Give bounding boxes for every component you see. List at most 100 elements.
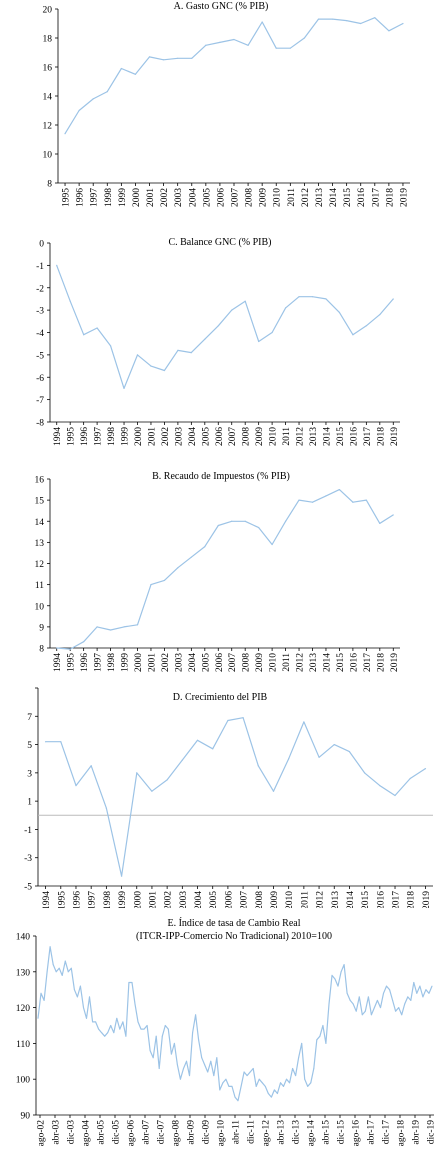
chart-d-x-tick-label: 2007 (240, 891, 250, 908)
chart-e-data-point (431, 985, 433, 987)
chart-d-x-tick-label: 2000 (133, 891, 143, 908)
chart-a-data-point (388, 30, 390, 32)
chart-e-data-point (134, 1003, 136, 1005)
chart-b-data-point (56, 647, 58, 649)
chart-e-data-point (182, 1067, 184, 1069)
chart-e-data-point (246, 1075, 248, 1077)
chart-e-data-point (228, 1085, 230, 1087)
chart-a-x-tick-label: 2006 (216, 188, 226, 207)
chart-d-data-point (409, 777, 411, 780)
chart-c-x-tick-label: 2002 (161, 427, 171, 446)
chart-b-data-point (338, 488, 341, 491)
chart-b-plot: 8 9 10 11 12 13 14 15 16 1994 1995 1996 1997 1998 1999… (35, 476, 400, 672)
chart-a-x-tick-label: 2002 (160, 188, 170, 207)
chart-c-data-point (325, 298, 327, 300)
chart-b-data-point (136, 624, 139, 626)
chart-e-x-tick-label: ago-02 (37, 1120, 47, 1147)
chart-b-x-tick-label: 2007 (228, 653, 238, 672)
chart-b-x-tick-label: 2010 (269, 653, 279, 672)
chart-c-data-point (352, 334, 354, 336)
chart-d-x-tick-label: 1998 (103, 891, 113, 908)
chart-a-data-point (289, 47, 291, 49)
chart-d-x-tick-label: 2001 (148, 891, 158, 908)
chart-e-x-tick-label: ago-18 (397, 1120, 407, 1147)
chart-e-x-tick-label: abr-07 (142, 1120, 152, 1145)
chart-a-title: A. Gasto GNC (% PIB) (174, 1, 269, 12)
chart-e-data-point (92, 1021, 94, 1023)
chart-c-y-tick-label: -7 (36, 396, 44, 406)
chart-a-data-point (303, 37, 305, 39)
chart-a-y-tick-label: 8 (47, 180, 52, 190)
chart-a-data-point (78, 109, 80, 112)
chart-d-data-point (424, 768, 427, 770)
chart-b-data-point (109, 629, 112, 631)
chart-e-y-tick-label: 100 (16, 1076, 31, 1086)
chart-e-data-point (237, 1100, 239, 1102)
chart-e-data-point (37, 1017, 39, 1019)
chart-d-data-point (394, 794, 396, 797)
chart-e-x-tick-label: ago-06 (127, 1120, 137, 1147)
chart-c-y-tick-label: -2 (36, 284, 44, 294)
chart-b-x-tick-label: 2013 (309, 653, 319, 672)
chart-e-data-point (104, 1035, 106, 1037)
chart-e-data-point (316, 1039, 318, 1041)
chart-d-data-point (318, 756, 320, 758)
chart-a-x-tick-label: 2001 (146, 188, 156, 207)
chart-d-x-tick-label: 2018 (407, 891, 417, 908)
chart-d-x-tick-label: 1999 (118, 891, 128, 908)
chart-a-x-tick-label: 1998 (104, 188, 114, 207)
chart-a-data-point (317, 18, 320, 20)
chart-d-data-point (136, 772, 138, 774)
chart-d-data-point (364, 772, 366, 774)
chart-d-data-point (242, 717, 244, 719)
chart-e-data-point (70, 967, 72, 969)
chart-e-x-tick-label: dic-19 (427, 1120, 437, 1145)
chart-a-data-point (360, 22, 362, 25)
chart-b-x-tick-label: 2000 (134, 653, 144, 672)
chart-e-data-point (358, 996, 360, 998)
chart-d-x-tick-label: 2009 (270, 891, 280, 908)
chart-e-data-point (410, 999, 412, 1001)
chart-e-data-point (158, 1067, 160, 1069)
chart-a-data-point (233, 38, 235, 41)
chart-e-data-point (195, 1014, 197, 1016)
chart-e-data-point (249, 1071, 251, 1073)
chart-e-data-point (137, 1021, 139, 1023)
chart-d-x-tick-label: 1994 (42, 891, 52, 908)
chart-b-y-tick-label: 10 (35, 602, 45, 612)
chart-c-data-point (258, 340, 260, 343)
chart-c-x-tick-label: 2013 (309, 427, 319, 446)
chart-d-x-tick-label: 2005 (209, 891, 219, 908)
chart-e-data-point (313, 1067, 315, 1069)
chart-e-data-point (304, 1078, 306, 1080)
chart-e-data-point (270, 1096, 272, 1098)
chart-c-series-line (56, 265, 394, 389)
chart-e-data-point (273, 1089, 275, 1091)
chart-e-data-point (173, 1042, 175, 1044)
chart-e-x-tick-label: dic-13 (292, 1120, 302, 1145)
chart-c-x-tick-label: 2010 (269, 427, 279, 446)
chart-b-x-tick-label: 2018 (376, 653, 386, 672)
chart-b-x-tick-label: 2019 (390, 653, 400, 672)
chart-a-data-point (374, 17, 376, 19)
chart-a-data-point (275, 47, 277, 49)
chart-c-x-tick-label: 1994 (53, 427, 63, 446)
chart-c-data-point (190, 352, 192, 354)
chart-d-data-point (227, 719, 229, 722)
chart-e-data-point (113, 1032, 115, 1034)
chart-e-data-point (46, 971, 48, 973)
chart-e-data-point (379, 1007, 381, 1009)
chart-c-data-point (69, 300, 71, 302)
chart-c-data-point (298, 296, 300, 298)
chart-a-data-point (331, 18, 334, 20)
chart-a-data-point (120, 67, 122, 70)
chart-a-x-tick-label: 1999 (118, 188, 128, 207)
chart-e-data-point (82, 1007, 84, 1009)
chart-e-x-tick-label: abr-03 (52, 1120, 62, 1145)
chart-e-data-point (295, 1075, 297, 1077)
chart-d-data-point (75, 784, 77, 787)
chart-b-x-tick-label: 1994 (53, 653, 63, 672)
chart-a-x-tick-label: 1996 (76, 188, 86, 207)
chart-b-data-point (352, 501, 354, 503)
chart-e-x-tick-label: abr-05 (97, 1120, 107, 1145)
